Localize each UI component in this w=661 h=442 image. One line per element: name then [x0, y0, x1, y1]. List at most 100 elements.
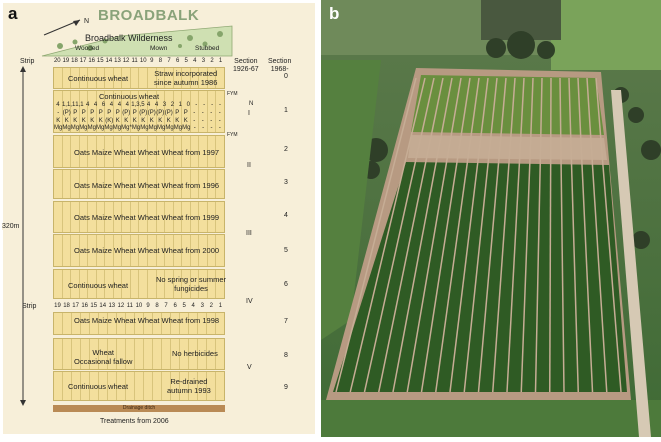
p-value-2: P [73, 110, 78, 116]
p-value-17: - [201, 110, 204, 116]
p-value-6: P [107, 110, 112, 116]
section-3-number: 3 [284, 179, 288, 186]
strip-number-15: 5 [184, 58, 188, 64]
p-value-16: - [193, 110, 196, 116]
strip-number-0: 20 [53, 58, 61, 64]
mg-value-4: Mg [87, 125, 96, 131]
section-6-number: 6 [284, 281, 288, 288]
section-1-title: Continuous wheat [99, 92, 160, 101]
n-value-19: - [219, 102, 222, 108]
strip-number-10: 10 [139, 58, 147, 64]
n-value-9: 1,3,5 [131, 102, 145, 108]
strip-numbers-lower: 19 18 17 16 15 14 13 12 11 10 9 8 7 6 5 4 3 2 1 [53, 302, 225, 311]
north-label: N [84, 18, 90, 25]
p-value-9: P [132, 110, 137, 116]
section-1926-header: Section 1926-67 [233, 58, 259, 73]
k-value-0: K [56, 118, 61, 124]
p-value-7: P [115, 110, 120, 116]
strip-number-lower-4: 15 [90, 303, 98, 309]
mg-value-10: Mg [140, 125, 149, 131]
section-4-block: Oats Maize Wheat Wheat Wheat from 1999 [53, 201, 225, 233]
k-value-1: K [64, 118, 69, 124]
section-7-block: Oats Maize Wheat Wheat Wheat from 1998 [53, 312, 225, 335]
section-9-number: 9 [284, 384, 288, 391]
section-3-label: Oats Maize Wheat Wheat Wheat from 1996 [74, 181, 220, 190]
strip-number-lower-15: 4 [191, 303, 195, 309]
section-8-left: Wheat Occasional fallow [74, 348, 133, 366]
wilderness-label: Broadbalk Wilderness [85, 33, 173, 43]
k-value-7: K [115, 118, 120, 124]
k-value-8: K [124, 118, 129, 124]
n-value-10: 4 [146, 102, 151, 108]
strip-number-12: 8 [158, 58, 163, 64]
n-value-16: - [195, 102, 198, 108]
wooded-label: Wooded [75, 45, 100, 52]
p-value-19: - [218, 110, 221, 116]
strip-number-14: 6 [175, 58, 180, 64]
mg-value-18: - [210, 125, 213, 131]
phosphorus-row: - (P) P P P P P P (P) P (P) (P) (P) (P) P P - - - - [54, 109, 224, 118]
p-value-1: (P) [62, 110, 71, 116]
section-5-block: Oats Maize Wheat Wheat Wheat from 2000 [53, 234, 225, 267]
strip-number-lower-10: 9 [146, 303, 150, 309]
p-value-15: P [183, 110, 188, 116]
strip-number-lower-5: 14 [99, 303, 107, 309]
section-0-right: Straw incorporated since autumn 1986 [154, 69, 218, 87]
p-value-5: P [98, 110, 103, 116]
k-value-13: K [166, 118, 171, 124]
mg-value-17: - [202, 125, 205, 131]
panel-letter-a: a [8, 4, 18, 23]
section-9-left: Continuous wheat [68, 382, 129, 391]
strip-number-8: 12 [122, 58, 130, 64]
section-8-block: Wheat Occasional fallow No herbicides [53, 338, 225, 370]
strip-number-lower-0: 19 [54, 303, 61, 309]
broadbalk-plan-panel: a N BROADBALK Broadbalk Wilderness Woode… [0, 0, 318, 437]
strip-number-13: 7 [167, 58, 171, 64]
k-value-15: K [183, 118, 188, 124]
strip-number-lower-7: 12 [117, 303, 125, 309]
mg-value-2: Mg [70, 125, 80, 131]
nitrogen-row: 4 1,1,1 1,1 4 4 6 4 4 4 1,3,5 4 4 3 2 1 0- - - - [54, 101, 224, 110]
k-value-19: - [218, 118, 221, 124]
n-value-3: 4 [85, 102, 90, 108]
mg-value-7: Mg [112, 125, 122, 131]
mg-value-11: Mg [148, 125, 157, 131]
old-section-3: III [246, 230, 252, 237]
strip-label-top: Strip [20, 58, 35, 65]
fym-label-1: FYM [227, 91, 238, 97]
strip-number-lower-6: 13 [108, 303, 116, 309]
n-value-0: 4 [56, 102, 60, 108]
p-value-12: (P) [156, 110, 165, 116]
n-value-7: 4 [117, 102, 122, 108]
mg-value-19: - [218, 125, 221, 131]
strip-number-16: 4 [193, 58, 197, 64]
strip-number-lower-17: 2 [209, 303, 213, 309]
wilderness-area [41, 25, 233, 57]
north-arrow-icon [43, 19, 81, 36]
section-0-block: Continuous wheat Straw incorporated sinc… [53, 67, 225, 89]
k-value-11: K [149, 118, 154, 124]
p-value-14: P [175, 110, 180, 116]
strip-number-3: 17 [79, 58, 87, 64]
n-value-2: 1,1 [75, 102, 84, 108]
p-value-18: - [210, 110, 213, 116]
mown-label: Mown [150, 45, 168, 52]
strip-number-1: 19 [62, 58, 70, 64]
n-value-4: 4 [93, 102, 98, 108]
section-3-block: Oats Maize Wheat Wheat Wheat from 1996 [53, 169, 225, 199]
n-value-13: 2 [170, 102, 175, 108]
strip-number-6: 14 [105, 58, 113, 64]
aerial-photo [321, 0, 661, 437]
strip-number-11: 9 [150, 58, 154, 64]
section-1-number: 1 [284, 107, 288, 114]
mg-value-12: Mg [156, 125, 166, 131]
section-8-number: 8 [284, 352, 288, 359]
p-value-8: (P) [122, 110, 131, 116]
plan-title: BROADBALK [98, 7, 200, 24]
length-arrow-icon [20, 66, 26, 406]
fym-label-2: FYM [227, 132, 238, 138]
mg-value-15: Mg [182, 125, 191, 131]
strip-number-19: 1 [218, 58, 223, 64]
section-2-number: 2 [284, 146, 288, 153]
section-6-right: No spring or summer fungicides [156, 275, 227, 293]
